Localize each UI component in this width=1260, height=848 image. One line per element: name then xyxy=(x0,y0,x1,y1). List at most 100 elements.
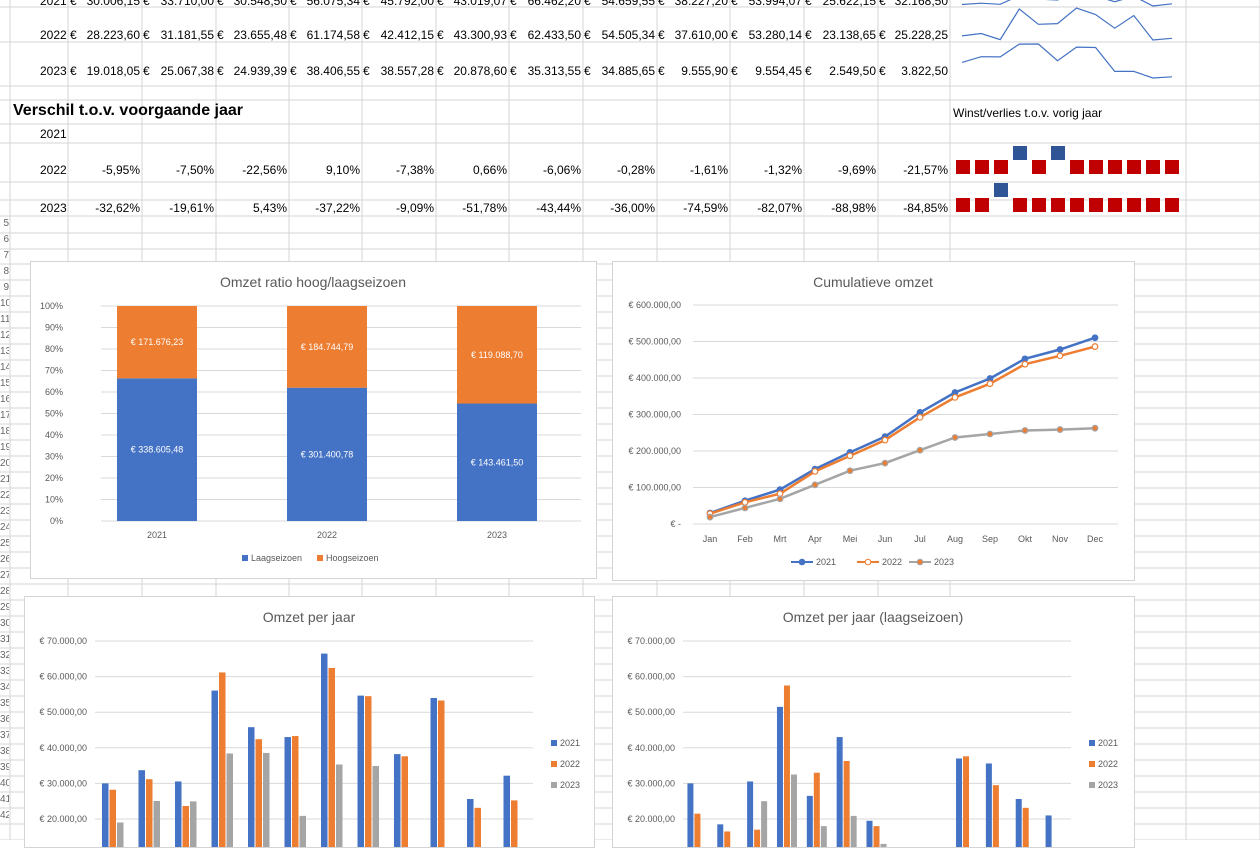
table-year[interactable]: 2022 xyxy=(40,28,67,42)
table-year[interactable]: 2023 xyxy=(40,64,67,78)
per-year-low-chart[interactable]: Omzet per jaar (laagseizoen) € 20.000,00 €… xyxy=(612,596,1135,848)
row-number[interactable]: 7 xyxy=(3,250,9,261)
row-number[interactable]: 40 xyxy=(0,778,9,789)
table-cell[interactable]: €32.168,50 xyxy=(879,0,948,8)
table-cell[interactable]: €31.181,55 xyxy=(143,28,214,42)
table-cell[interactable]: €19.018,05 xyxy=(70,64,140,78)
table-cell[interactable]: €35.313,55 xyxy=(510,64,581,78)
diff-cell[interactable]: -1,61% xyxy=(689,163,728,177)
diff-cell[interactable]: -5,95% xyxy=(101,163,140,177)
diff-cell[interactable]: -36,00% xyxy=(610,201,655,215)
row-number[interactable]: 27 xyxy=(0,570,9,581)
row-number[interactable]: 18 xyxy=(0,426,9,437)
diff-cell[interactable]: -22,56% xyxy=(242,163,287,177)
diff-cell[interactable]: -19,61% xyxy=(169,201,214,215)
per-year-chart[interactable]: Omzet per jaar € 20.000,00 € 30.000,00 € 40… xyxy=(24,596,595,848)
table-cell[interactable]: €30.006,15 xyxy=(70,0,140,8)
diff-cell[interactable]: -74,59% xyxy=(683,201,728,215)
table-cell[interactable]: €25.228,25 xyxy=(879,28,948,42)
row-number[interactable]: 12 xyxy=(0,330,9,341)
table-year[interactable]: 2021 xyxy=(40,0,67,8)
diff-year[interactable]: 2021 xyxy=(40,127,67,141)
row-number[interactable]: 33 xyxy=(0,666,9,677)
table-cell[interactable]: €9.554,45 xyxy=(731,64,802,78)
table-cell[interactable]: €56.075,34 xyxy=(290,0,360,8)
row-number[interactable]: 6 xyxy=(3,234,9,245)
row-number[interactable]: 26 xyxy=(0,554,9,565)
table-cell[interactable]: €62.433,50 xyxy=(510,28,581,42)
table-cell[interactable]: €20.878,60 xyxy=(437,64,507,78)
row-number[interactable]: 10 xyxy=(0,298,9,309)
diff-cell[interactable]: -88,98% xyxy=(831,201,876,215)
row-number[interactable]: 19 xyxy=(0,442,9,453)
table-cell[interactable]: €2.549,50 xyxy=(805,64,876,78)
row-number[interactable]: 9 xyxy=(3,282,9,293)
row-number[interactable]: 23 xyxy=(0,506,9,517)
diff-cell[interactable]: -43,44% xyxy=(536,201,581,215)
table-cell[interactable]: €28.223,60 xyxy=(70,28,140,42)
row-number[interactable]: 5 xyxy=(3,218,9,229)
diff-cell[interactable]: -82,07% xyxy=(757,201,802,215)
diff-cell[interactable]: -7,50% xyxy=(175,163,214,177)
table-cell[interactable]: €42.412,15 xyxy=(363,28,434,42)
table-cell[interactable]: €37.610,00 xyxy=(658,28,728,42)
table-cell[interactable]: €9.555,90 xyxy=(658,64,728,78)
table-cell[interactable]: €45.792,00 xyxy=(363,0,434,8)
row-number[interactable]: 36 xyxy=(0,714,9,725)
row-number[interactable]: 11 xyxy=(0,314,9,325)
diff-cell[interactable]: -7,38% xyxy=(395,163,434,177)
row-number[interactable]: 29 xyxy=(0,602,9,613)
row-number[interactable]: 17 xyxy=(0,410,9,421)
diff-cell[interactable]: 9,10% xyxy=(325,163,360,177)
table-cell[interactable]: €54.659,55 xyxy=(584,0,655,8)
table-cell[interactable]: €61.174,58 xyxy=(290,28,360,42)
table-cell[interactable]: €25.622,15 xyxy=(805,0,876,8)
row-number[interactable]: 8 xyxy=(3,266,9,277)
table-cell[interactable]: €38.227,20 xyxy=(658,0,728,8)
table-cell[interactable]: €54.505,34 xyxy=(584,28,655,42)
table-cell[interactable]: €38.406,55 xyxy=(290,64,360,78)
diff-cell[interactable]: -51,78% xyxy=(462,201,507,215)
diff-cell[interactable]: 0,66% xyxy=(472,163,507,177)
row-number[interactable]: 39 xyxy=(0,762,9,773)
diff-cell[interactable]: -6,06% xyxy=(542,163,581,177)
diff-cell[interactable]: 5,43% xyxy=(252,201,287,215)
diff-cell[interactable]: -9,09% xyxy=(395,201,434,215)
table-cell[interactable]: €3.822,50 xyxy=(879,64,948,78)
table-cell[interactable]: €66.462,20 xyxy=(510,0,581,8)
table-cell[interactable]: €33.710,00 xyxy=(143,0,214,8)
diff-year[interactable]: 2022 xyxy=(40,163,67,177)
row-number[interactable]: 35 xyxy=(0,698,9,709)
row-number[interactable]: 24 xyxy=(0,522,9,533)
diff-year[interactable]: 2023 xyxy=(40,201,67,215)
table-cell[interactable]: €25.067,38 xyxy=(143,64,214,78)
row-number[interactable]: 41 xyxy=(0,794,9,805)
row-number[interactable]: 13 xyxy=(0,346,9,357)
row-number[interactable]: 38 xyxy=(0,746,9,757)
diff-cell[interactable]: -21,57% xyxy=(903,163,948,177)
row-number[interactable]: 37 xyxy=(0,730,9,741)
row-number[interactable]: 16 xyxy=(0,394,9,405)
table-cell[interactable]: €23.655,48 xyxy=(217,28,287,42)
row-number[interactable]: 42 xyxy=(0,810,9,821)
row-number[interactable]: 25 xyxy=(0,538,9,549)
table-cell[interactable]: €34.885,65 xyxy=(584,64,655,78)
table-cell[interactable]: €30.548,50 xyxy=(217,0,287,8)
diff-cell[interactable]: -37,22% xyxy=(315,201,360,215)
row-number[interactable]: 15 xyxy=(0,378,9,389)
row-number[interactable]: 14 xyxy=(0,362,9,373)
cumulative-chart[interactable]: Cumulatieve omzet € - € 100.000,00 € 200.00… xyxy=(612,261,1135,581)
table-cell[interactable]: €53.994,07 xyxy=(731,0,802,8)
table-cell[interactable]: €23.138,65 xyxy=(805,28,876,42)
row-number[interactable]: 31 xyxy=(0,634,9,645)
row-number[interactable]: 30 xyxy=(0,618,9,629)
ratio-chart[interactable]: Omzet ratio hoog/laagseizoen 0% 10% 20% 30% 4… xyxy=(30,261,597,579)
row-number[interactable]: 34 xyxy=(0,682,9,693)
diff-cell[interactable]: -32,62% xyxy=(95,201,140,215)
table-cell[interactable]: €43.300,93 xyxy=(437,28,507,42)
diff-cell[interactable]: -84,85% xyxy=(903,201,948,215)
table-cell[interactable]: €24.939,39 xyxy=(217,64,287,78)
diff-cell[interactable]: -9,69% xyxy=(837,163,876,177)
row-number[interactable]: 20 xyxy=(0,458,9,469)
table-cell[interactable]: €43.019,07 xyxy=(437,0,507,8)
